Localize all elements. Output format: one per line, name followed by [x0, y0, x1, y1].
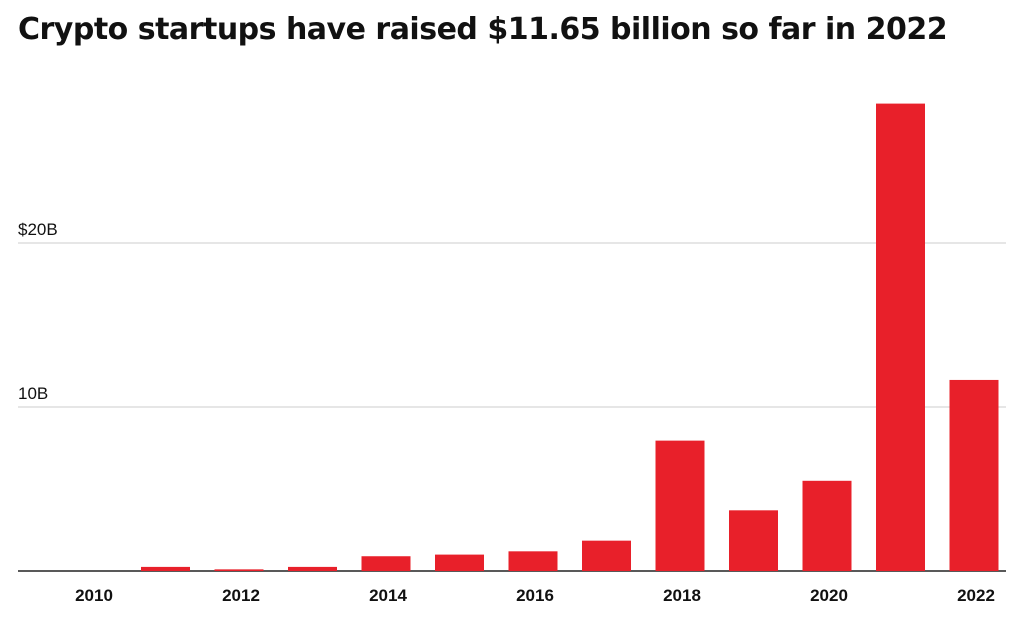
bar — [361, 556, 411, 571]
bar — [435, 554, 484, 571]
x-tick-label: 2020 — [810, 586, 848, 605]
x-tick-label: 2014 — [369, 586, 407, 605]
bar — [508, 551, 558, 571]
bar — [729, 510, 778, 571]
x-tick-label: 2010 — [75, 586, 113, 605]
bar — [288, 566, 337, 571]
bar — [582, 540, 631, 571]
gridlines — [18, 242, 1006, 572]
bar — [214, 569, 264, 571]
bar — [802, 480, 852, 571]
x-axis-ticks: 2010 2012 2014 2016 2018 2020 2022 — [75, 586, 995, 605]
y-tick-label: $20B — [18, 220, 58, 239]
x-tick-label: 2012 — [222, 586, 260, 605]
bars — [141, 103, 999, 571]
bar — [655, 440, 705, 571]
x-tick-label: 2016 — [516, 586, 554, 605]
x-tick-label: 2018 — [663, 586, 701, 605]
bar — [141, 566, 190, 571]
y-tick-label: 10B — [18, 384, 48, 403]
bar — [949, 379, 999, 571]
bar — [876, 103, 925, 571]
chart-title: Crypto startups have raised $11.65 billi… — [18, 12, 948, 47]
y-axis-ticks: 10B $20B — [18, 220, 58, 403]
x-tick-label: 2022 — [957, 586, 995, 605]
